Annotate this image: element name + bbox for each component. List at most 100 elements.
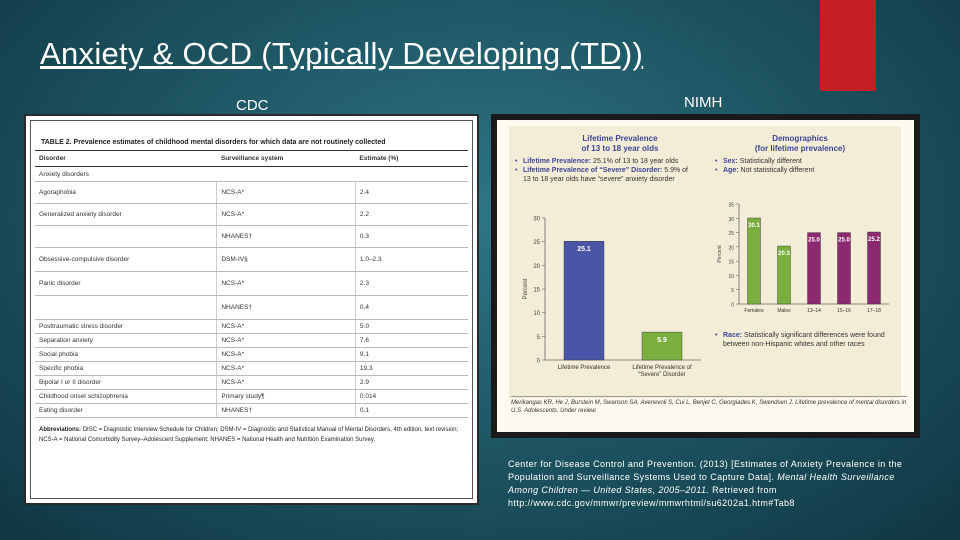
slide-title: Anxiety & OCD (Typically Developing (TD)…: [40, 36, 644, 71]
table-row: Social phobia NCS-A* 9.1: [35, 347, 468, 362]
cell-system: NCS-A*: [216, 347, 356, 362]
prevalence-table: Disorder Surveillance system Estimate (%…: [35, 150, 468, 418]
cell-estimate: 0.1: [355, 403, 468, 418]
y-tick-label: 10: [728, 274, 734, 280]
y-tick-label: 25: [728, 231, 734, 237]
y-axis-label: Percent: [717, 245, 723, 263]
y-tick-label: 20: [533, 264, 540, 270]
cell-system: NCS-A*: [216, 271, 356, 296]
table-row: NHANES† 0.4: [35, 295, 468, 320]
bar: [641, 331, 683, 361]
citation-text-1: Center for Disease Control and Preventio…: [508, 459, 903, 483]
bar: [777, 245, 791, 305]
bar-value-label: 25.2: [868, 237, 880, 243]
cell-estimate: 2.3: [355, 271, 468, 296]
cell-estimate: 7.6: [355, 333, 468, 348]
y-tick-label: 15: [728, 260, 734, 266]
col-header-estimate: Estimate (%): [355, 150, 468, 167]
table-row: Eating disorder NHANES† 0.1: [35, 403, 468, 418]
abbreviations-text: DISC = Diagnostic Interview Schedule for…: [39, 427, 459, 443]
y-tick-label: 10: [533, 311, 540, 317]
left-bullets: Lifetime Prevalence: 25.1% of 13 to 18 y…: [515, 158, 695, 184]
cdc-table-image: TABLE 2. Prevalence estimates of childho…: [24, 114, 479, 505]
bar-value-label: 30.1: [748, 223, 760, 229]
cell-estimate: 0.014: [355, 389, 468, 404]
cell-estimate: 2.9: [355, 375, 468, 390]
bar-value-label: 25.0: [808, 238, 820, 244]
cell-system: NCS-A*: [216, 375, 356, 390]
abbreviations-note: Abbreviations: DISC = Diagnostic Intervi…: [35, 426, 468, 445]
category-label: 15–16: [837, 308, 851, 314]
y-tick-label: 0: [731, 303, 734, 309]
right-chart-title: Demographics (for lifetime prevalence): [754, 134, 846, 153]
cdc-label: CDC: [236, 97, 269, 114]
cell-disorder: Posttraumatic stress disorder: [35, 319, 218, 334]
cell-disorder: Specific phobia: [35, 361, 218, 376]
nimh-footnote: Merikangas KR, He J, Burstein M, Swanson…: [511, 396, 907, 416]
cell-estimate: 0.3: [355, 225, 468, 248]
cell-disorder: Obsessive-compulsive disorder: [35, 247, 218, 272]
bar: [837, 232, 851, 305]
y-tick-label: 35: [728, 203, 734, 209]
table-row: Agoraphobia NCS-A* 2.4: [35, 181, 468, 204]
cell-system: NCS-A*: [216, 181, 356, 204]
bullet-severe: Lifetime Prevalence of “Severe” Disorder…: [515, 167, 695, 185]
cell-disorder: [35, 225, 218, 248]
cell-estimate: 2.4: [355, 181, 468, 204]
table-row: Childhood onset schizophrenia Primary stu…: [35, 389, 468, 404]
bullet-age: Age: Not statistically different: [715, 167, 895, 176]
table-row: Obsessive-compulsive disorder DSM-IV§ 1.0–…: [35, 247, 468, 272]
lifetime-prevalence-chart: 0 5 10 15 20 25 30 Percent 25.1 Lifetime Prevalen…: [523, 217, 701, 378]
y-tick-label: 30: [533, 217, 540, 223]
col-header-system: Surveillance system: [216, 150, 356, 167]
citation: Center for Disease Control and Preventio…: [508, 458, 920, 510]
bar-value-label: 25.1: [577, 246, 591, 253]
cell-system: NHANES†: [216, 295, 356, 320]
section-label: Anxiety disorders: [35, 166, 468, 182]
cell-system: NHANES†: [216, 403, 356, 418]
cell-disorder: Bipolar I or II disorder: [35, 375, 218, 390]
table-row: Specific phobia NCS-A* 19.3: [35, 361, 468, 376]
category-label: Lifetime Prevalence: [558, 365, 611, 371]
bar: [807, 232, 821, 305]
cell-system: Primary study¶: [216, 389, 356, 404]
category-label: Females: [744, 308, 764, 314]
table-caption: TABLE 2. Prevalence estimates of childho…: [41, 139, 386, 146]
bullet-race: Race: Statistically significant differen…: [715, 332, 895, 350]
cell-system: DSM-IV§: [216, 247, 356, 272]
bar: [867, 231, 881, 305]
abbreviations-label: Abbreviations:: [39, 427, 82, 433]
category-label: 13–14: [807, 308, 821, 314]
cell-estimate: 19.3: [355, 361, 468, 376]
table-row: Posttraumatic stress disorder NCS-A* 5.0: [35, 319, 468, 334]
race-bullet-list: Race: Statistically significant differen…: [715, 332, 895, 350]
category-label: Lifetime Prevalence of “Severe” Disorder: [632, 365, 692, 378]
table-row: Generalized anxiety disorder NCS-A* 2.2: [35, 203, 468, 226]
y-tick-label: 15: [533, 288, 540, 294]
cell-system: NCS-A*: [216, 361, 356, 376]
cell-system: NCS-A*: [216, 333, 356, 348]
cell-disorder: Social phobia: [35, 347, 218, 362]
cell-disorder: Eating disorder: [35, 403, 218, 418]
cell-estimate: 5.0: [355, 319, 468, 334]
cell-disorder: Childhood onset schizophrenia: [35, 389, 218, 404]
cell-system: NCS-A*: [216, 319, 356, 334]
table-row: Bipolar I or II disorder NCS-A* 2.9: [35, 375, 468, 390]
bullet-sex: Sex: Statistically different: [715, 158, 895, 167]
nimh-figure-image: Lifetime Prevalence of 13 to 18 year old…: [491, 114, 920, 438]
demographics-chart: 0 5 10 15 20 25 30 35 Percent 30.1 Females 20.3 Male…: [717, 203, 889, 314]
y-axis-label: Percent: [523, 278, 529, 299]
table-row: Separation anxiety NCS-A* 7.6: [35, 333, 468, 348]
y-tick-label: 20: [728, 245, 734, 251]
bar-value-label: 25.0: [838, 238, 850, 244]
cell-system: NCS-A*: [216, 203, 356, 226]
left-chart-title: Lifetime Prevalence of 13 to 18 year old…: [581, 134, 659, 153]
bar: [563, 240, 605, 361]
category-label: 17–18: [867, 308, 881, 314]
cell-disorder: Agoraphobia: [35, 181, 218, 204]
bar-value-label: 20.3: [778, 251, 790, 257]
y-tick-label: 30: [728, 217, 734, 223]
y-tick-label: 25: [533, 240, 540, 246]
y-tick-label: 5: [731, 288, 734, 294]
y-tick-label: 5: [537, 335, 541, 341]
